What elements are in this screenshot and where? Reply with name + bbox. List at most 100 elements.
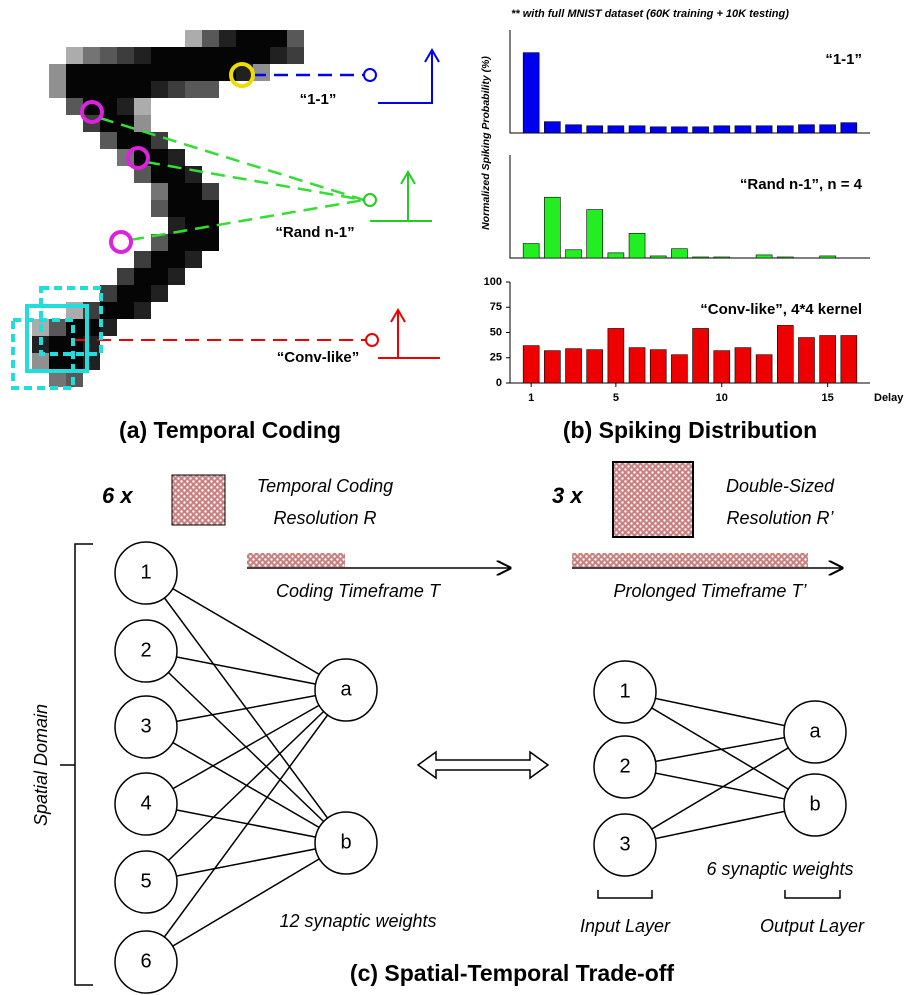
pixel	[219, 47, 236, 64]
pixel	[202, 200, 219, 217]
bar	[820, 336, 836, 383]
coding-label: “1-1”	[300, 91, 337, 108]
bar	[523, 53, 539, 133]
bar	[671, 355, 687, 383]
pixel	[151, 64, 168, 81]
bar	[608, 253, 624, 258]
neuron-label: 2	[619, 755, 630, 777]
pixel	[185, 251, 202, 268]
pixel	[287, 30, 304, 47]
bar	[544, 351, 560, 383]
pixel	[168, 183, 185, 200]
coding-label: “Rand n-1”	[275, 224, 354, 241]
pixel	[185, 47, 202, 64]
weights-label: 6 synaptic weights	[706, 859, 853, 879]
pixel	[151, 47, 168, 64]
bar	[587, 350, 603, 383]
pixel	[168, 64, 185, 81]
bar	[523, 346, 539, 383]
pixel	[185, 81, 202, 98]
pixel	[253, 30, 270, 47]
pixel	[185, 30, 202, 47]
resolution-label: Resolution R’	[726, 508, 834, 528]
y-axis-label: Normalized Spiking Probability (%)	[480, 56, 492, 230]
y-tick-label: 25	[490, 352, 502, 364]
pixel	[100, 64, 117, 81]
neuron-label: 3	[140, 715, 151, 737]
timeframe-bar	[572, 553, 808, 567]
resolution-label: Double-Sized	[726, 476, 835, 496]
chart-annotation: “Rand n-1”, n = 4	[740, 176, 863, 193]
bar	[714, 351, 730, 383]
pixel	[134, 98, 151, 115]
pixel	[117, 64, 134, 81]
chart-note: ** with full MNIST dataset (60K training…	[511, 8, 789, 20]
pixel	[134, 268, 151, 285]
pixel	[66, 81, 83, 98]
bar	[798, 125, 814, 133]
panel-caption: (a) Temporal Coding	[119, 417, 341, 443]
pixel	[185, 234, 202, 251]
pixel	[83, 47, 100, 64]
timeframe-label: Prolonged Timeframe T’	[614, 581, 808, 601]
bar	[608, 126, 624, 133]
bar	[841, 123, 857, 133]
bar	[693, 328, 709, 383]
bar	[629, 126, 645, 133]
bar	[714, 257, 730, 258]
bar	[587, 126, 603, 133]
timeframe-label: Coding Timeframe T	[276, 581, 442, 601]
panel-caption: (b) Spiking Distribution	[563, 417, 817, 443]
pixel	[100, 132, 117, 149]
pixel	[117, 132, 134, 149]
pixel	[185, 64, 202, 81]
bar	[587, 210, 603, 258]
pixel	[49, 336, 66, 353]
pixel	[168, 149, 185, 166]
pixel	[168, 251, 185, 268]
pixel	[117, 115, 134, 132]
neuron-label: b	[809, 793, 820, 815]
pixel	[134, 302, 151, 319]
neuron-label: 5	[140, 870, 151, 892]
pixel	[66, 47, 83, 64]
layer-label: Output Layer	[760, 916, 865, 936]
bar	[693, 257, 709, 258]
resolution-label: Temporal Coding	[257, 476, 393, 496]
bar	[756, 355, 772, 383]
pixel	[49, 81, 66, 98]
pixel	[168, 81, 185, 98]
pixel	[151, 200, 168, 217]
y-tick-label: 100	[484, 276, 502, 288]
bar	[735, 348, 751, 383]
pixel	[117, 302, 134, 319]
pixel	[134, 251, 151, 268]
pixel	[270, 30, 287, 47]
x-tick-label: 15	[822, 392, 834, 404]
bar	[650, 256, 666, 258]
pixel	[168, 234, 185, 251]
y-tick-label: 50	[490, 326, 502, 338]
pixel	[151, 81, 168, 98]
x-tick-label: 10	[716, 392, 728, 404]
pixel	[202, 183, 219, 200]
bar	[544, 122, 560, 133]
timeframe-bar	[247, 553, 345, 567]
bar	[735, 126, 751, 133]
digit-image	[32, 30, 304, 387]
neuron-label: 6	[140, 950, 151, 972]
factor: 3 x	[552, 483, 583, 508]
layer-bracket	[598, 890, 840, 898]
pixel	[134, 47, 151, 64]
pixel	[117, 81, 134, 98]
pixel	[134, 64, 151, 81]
pixel	[83, 81, 100, 98]
bar	[693, 127, 709, 133]
neuron-label: a	[340, 678, 352, 700]
pixel	[202, 47, 219, 64]
neuron-label: b	[340, 831, 351, 853]
figure: “1-1” “Rand n-1” “Conv-like” (a) Tempora…	[0, 0, 909, 995]
resolution-label: Resolution R	[273, 508, 376, 528]
pixel	[134, 115, 151, 132]
pixel	[185, 200, 202, 217]
